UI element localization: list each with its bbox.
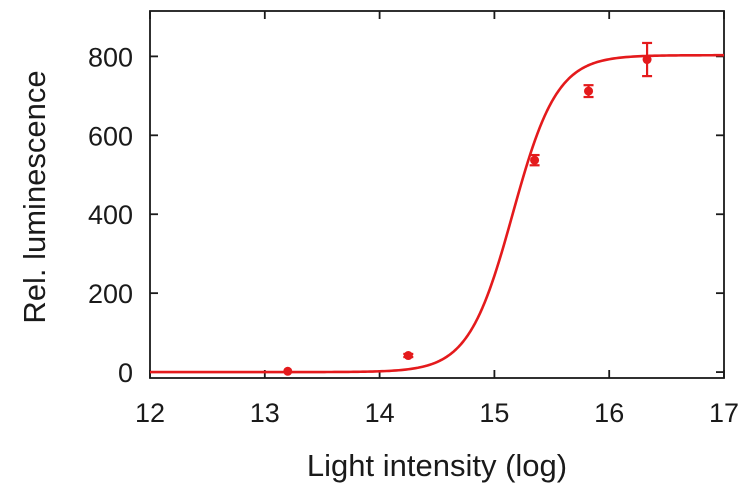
data-point xyxy=(530,155,540,165)
x-tick-label: 12 xyxy=(135,398,165,428)
x-axis-title: Light intensity (log) xyxy=(307,448,567,483)
data-point xyxy=(403,351,413,361)
fit-curve xyxy=(150,53,724,374)
x-tick-label: 15 xyxy=(479,398,509,428)
data-point xyxy=(584,86,594,96)
y-tick-labels: 0 200 400 600 800 xyxy=(88,42,133,388)
x-tick-label: 17 xyxy=(709,398,739,428)
y-tick-label: 0 xyxy=(118,358,133,388)
x-tick-label: 13 xyxy=(250,398,280,428)
x-tick-label: 16 xyxy=(594,398,624,428)
y-tick-label: 400 xyxy=(88,200,133,230)
y-axis-title: Rel. luminescence xyxy=(17,70,52,323)
x-tick-label: 14 xyxy=(365,398,395,428)
data-point xyxy=(283,366,293,376)
y-tick-label: 800 xyxy=(88,42,133,72)
axis-ticks xyxy=(149,11,725,378)
data-points xyxy=(283,41,653,376)
x-tick-labels: 12 13 14 15 16 17 xyxy=(135,398,739,428)
y-tick-label: 200 xyxy=(88,279,133,309)
y-tick-label: 600 xyxy=(88,121,133,151)
data-point xyxy=(642,55,652,65)
plot-frame xyxy=(149,10,725,379)
